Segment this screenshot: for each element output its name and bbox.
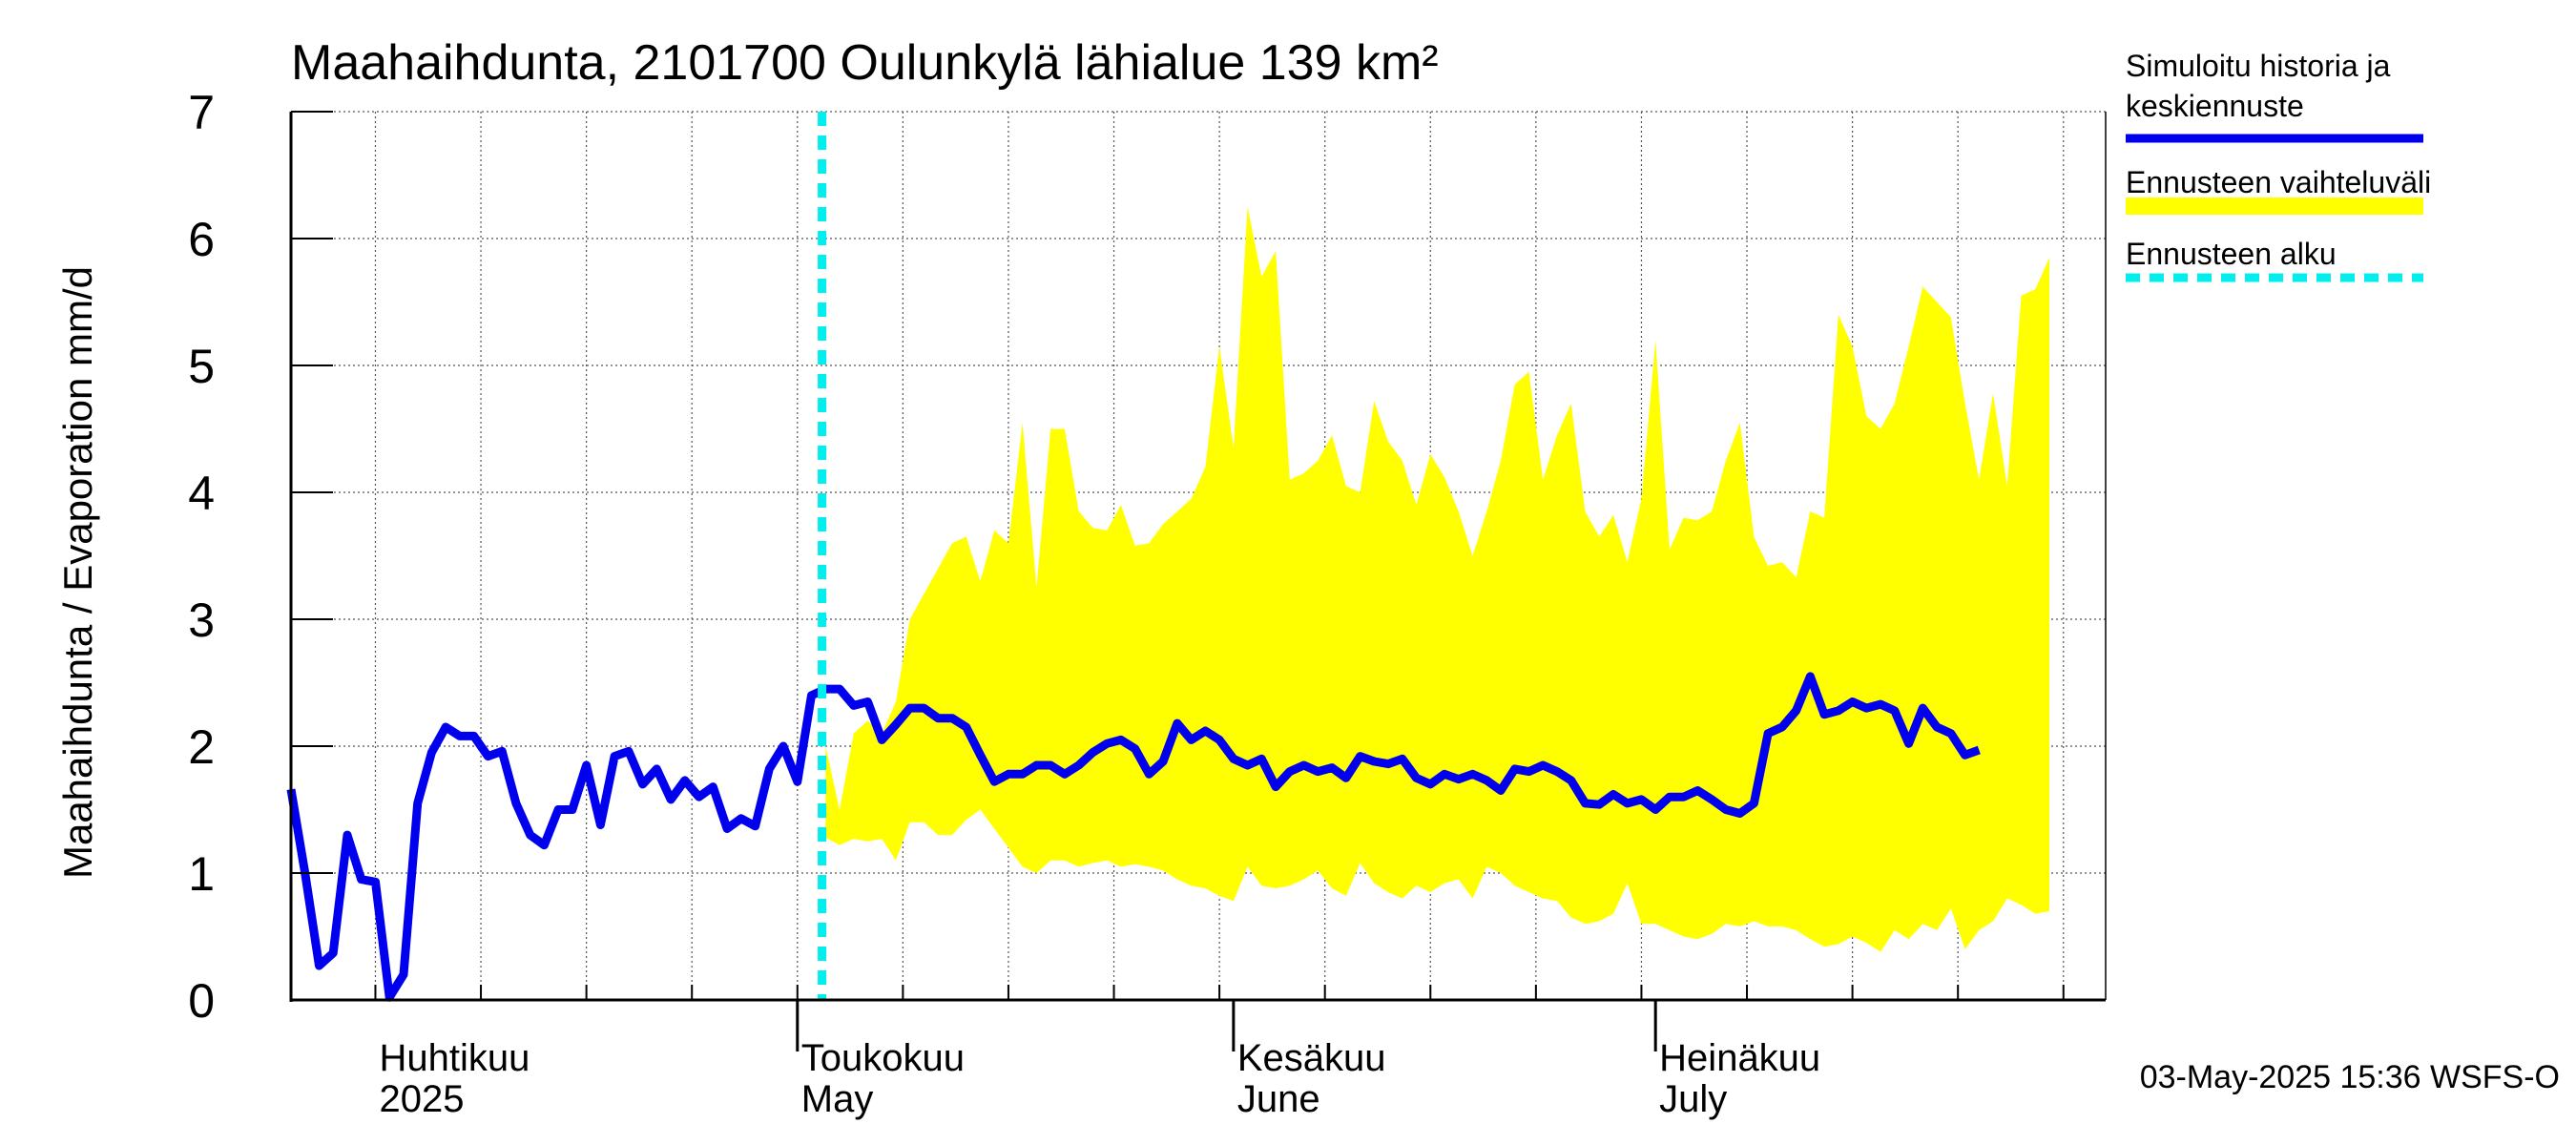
y-tick-label: 0 bbox=[188, 974, 215, 1028]
y-tick-labels: 0 1 2 3 4 5 6 7 bbox=[188, 86, 215, 1028]
axes bbox=[289, 111, 2107, 1051]
month-label-en: July bbox=[1659, 1078, 1727, 1120]
forecast-range-band bbox=[825, 206, 2049, 952]
chart-title: Maahaihdunta, 2101700 Oulunkylä lähialue… bbox=[291, 35, 1439, 91]
y-tick-label: 4 bbox=[188, 467, 215, 520]
legend-label: Ennusteen alku bbox=[2126, 237, 2337, 271]
y-axis-label: Maahaihdunta / Evaporation mm/d bbox=[55, 266, 100, 879]
month-label-fi: Huhtikuu bbox=[379, 1037, 530, 1079]
month-label-en: May bbox=[801, 1078, 874, 1120]
footer-timestamp: 03-May-2025 15:36 WSFS-O bbox=[2140, 1059, 2560, 1095]
legend-label: Ennusteen vaihteluväli bbox=[2126, 165, 2431, 199]
y-tick-label: 3 bbox=[188, 593, 215, 647]
month-label-fi: Kesäkuu bbox=[1237, 1037, 1386, 1079]
legend: Simuloitu historia ja keskiennuste Ennuste… bbox=[2126, 49, 2431, 282]
y-tick-label: 1 bbox=[188, 847, 215, 901]
history-line-layer bbox=[286, 672, 1981, 1002]
month-label-fi: Toukokuu bbox=[801, 1037, 965, 1079]
month-label-en: June bbox=[1237, 1078, 1320, 1120]
history-median-line bbox=[286, 672, 1981, 1002]
y-tick-label: 7 bbox=[188, 86, 215, 139]
y-tick-label: 6 bbox=[188, 213, 215, 266]
legend-label: Simuloitu historia ja bbox=[2126, 49, 2391, 83]
month-label-fi: Heinäkuu bbox=[1659, 1037, 1820, 1079]
legend-label: keskiennuste bbox=[2126, 89, 2304, 123]
forecast-range-band-layer bbox=[825, 206, 2049, 952]
month-label-en: 2025 bbox=[379, 1078, 464, 1120]
y-tick-label: 2 bbox=[188, 720, 215, 774]
y-tick-label: 5 bbox=[188, 340, 215, 393]
